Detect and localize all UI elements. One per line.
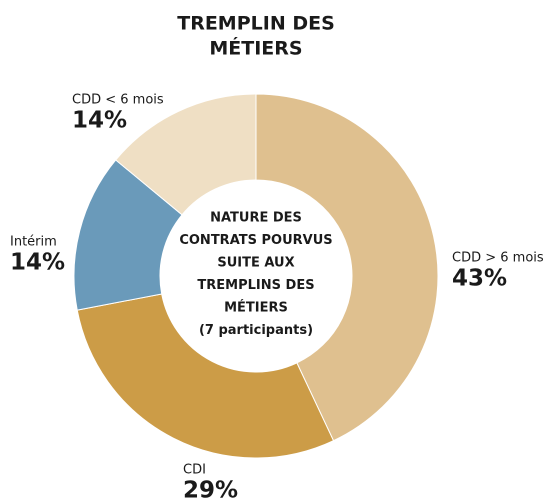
center-label: (7 participants): [199, 323, 313, 338]
center-label: TREMPLINS DES: [197, 278, 314, 293]
chart-title: MÉTIERS: [209, 37, 302, 60]
slice-category: Intérim: [10, 235, 57, 250]
slice-value-label: 14%: [10, 250, 65, 276]
center-label: MÉTIERS: [224, 300, 288, 316]
slice-category: CDI: [183, 463, 206, 478]
slice-category: CDD > 6 mois: [452, 251, 544, 266]
center-label: SUITE AUX: [217, 256, 294, 271]
center-label: CONTRATS POURVUS: [179, 233, 332, 248]
slice-value-label: 43%: [452, 266, 507, 292]
center-label: NATURE DES: [210, 211, 302, 226]
slice-value-label: 29%: [183, 478, 238, 503]
slice-category: CDD < 6 mois: [72, 93, 164, 108]
donut-slice: [115, 93, 257, 216]
donut-slice: [76, 293, 335, 459]
donut-slice: [255, 93, 439, 442]
slice-value-label: 14%: [72, 108, 127, 134]
chart-title: TREMPLIN DES: [177, 13, 335, 35]
